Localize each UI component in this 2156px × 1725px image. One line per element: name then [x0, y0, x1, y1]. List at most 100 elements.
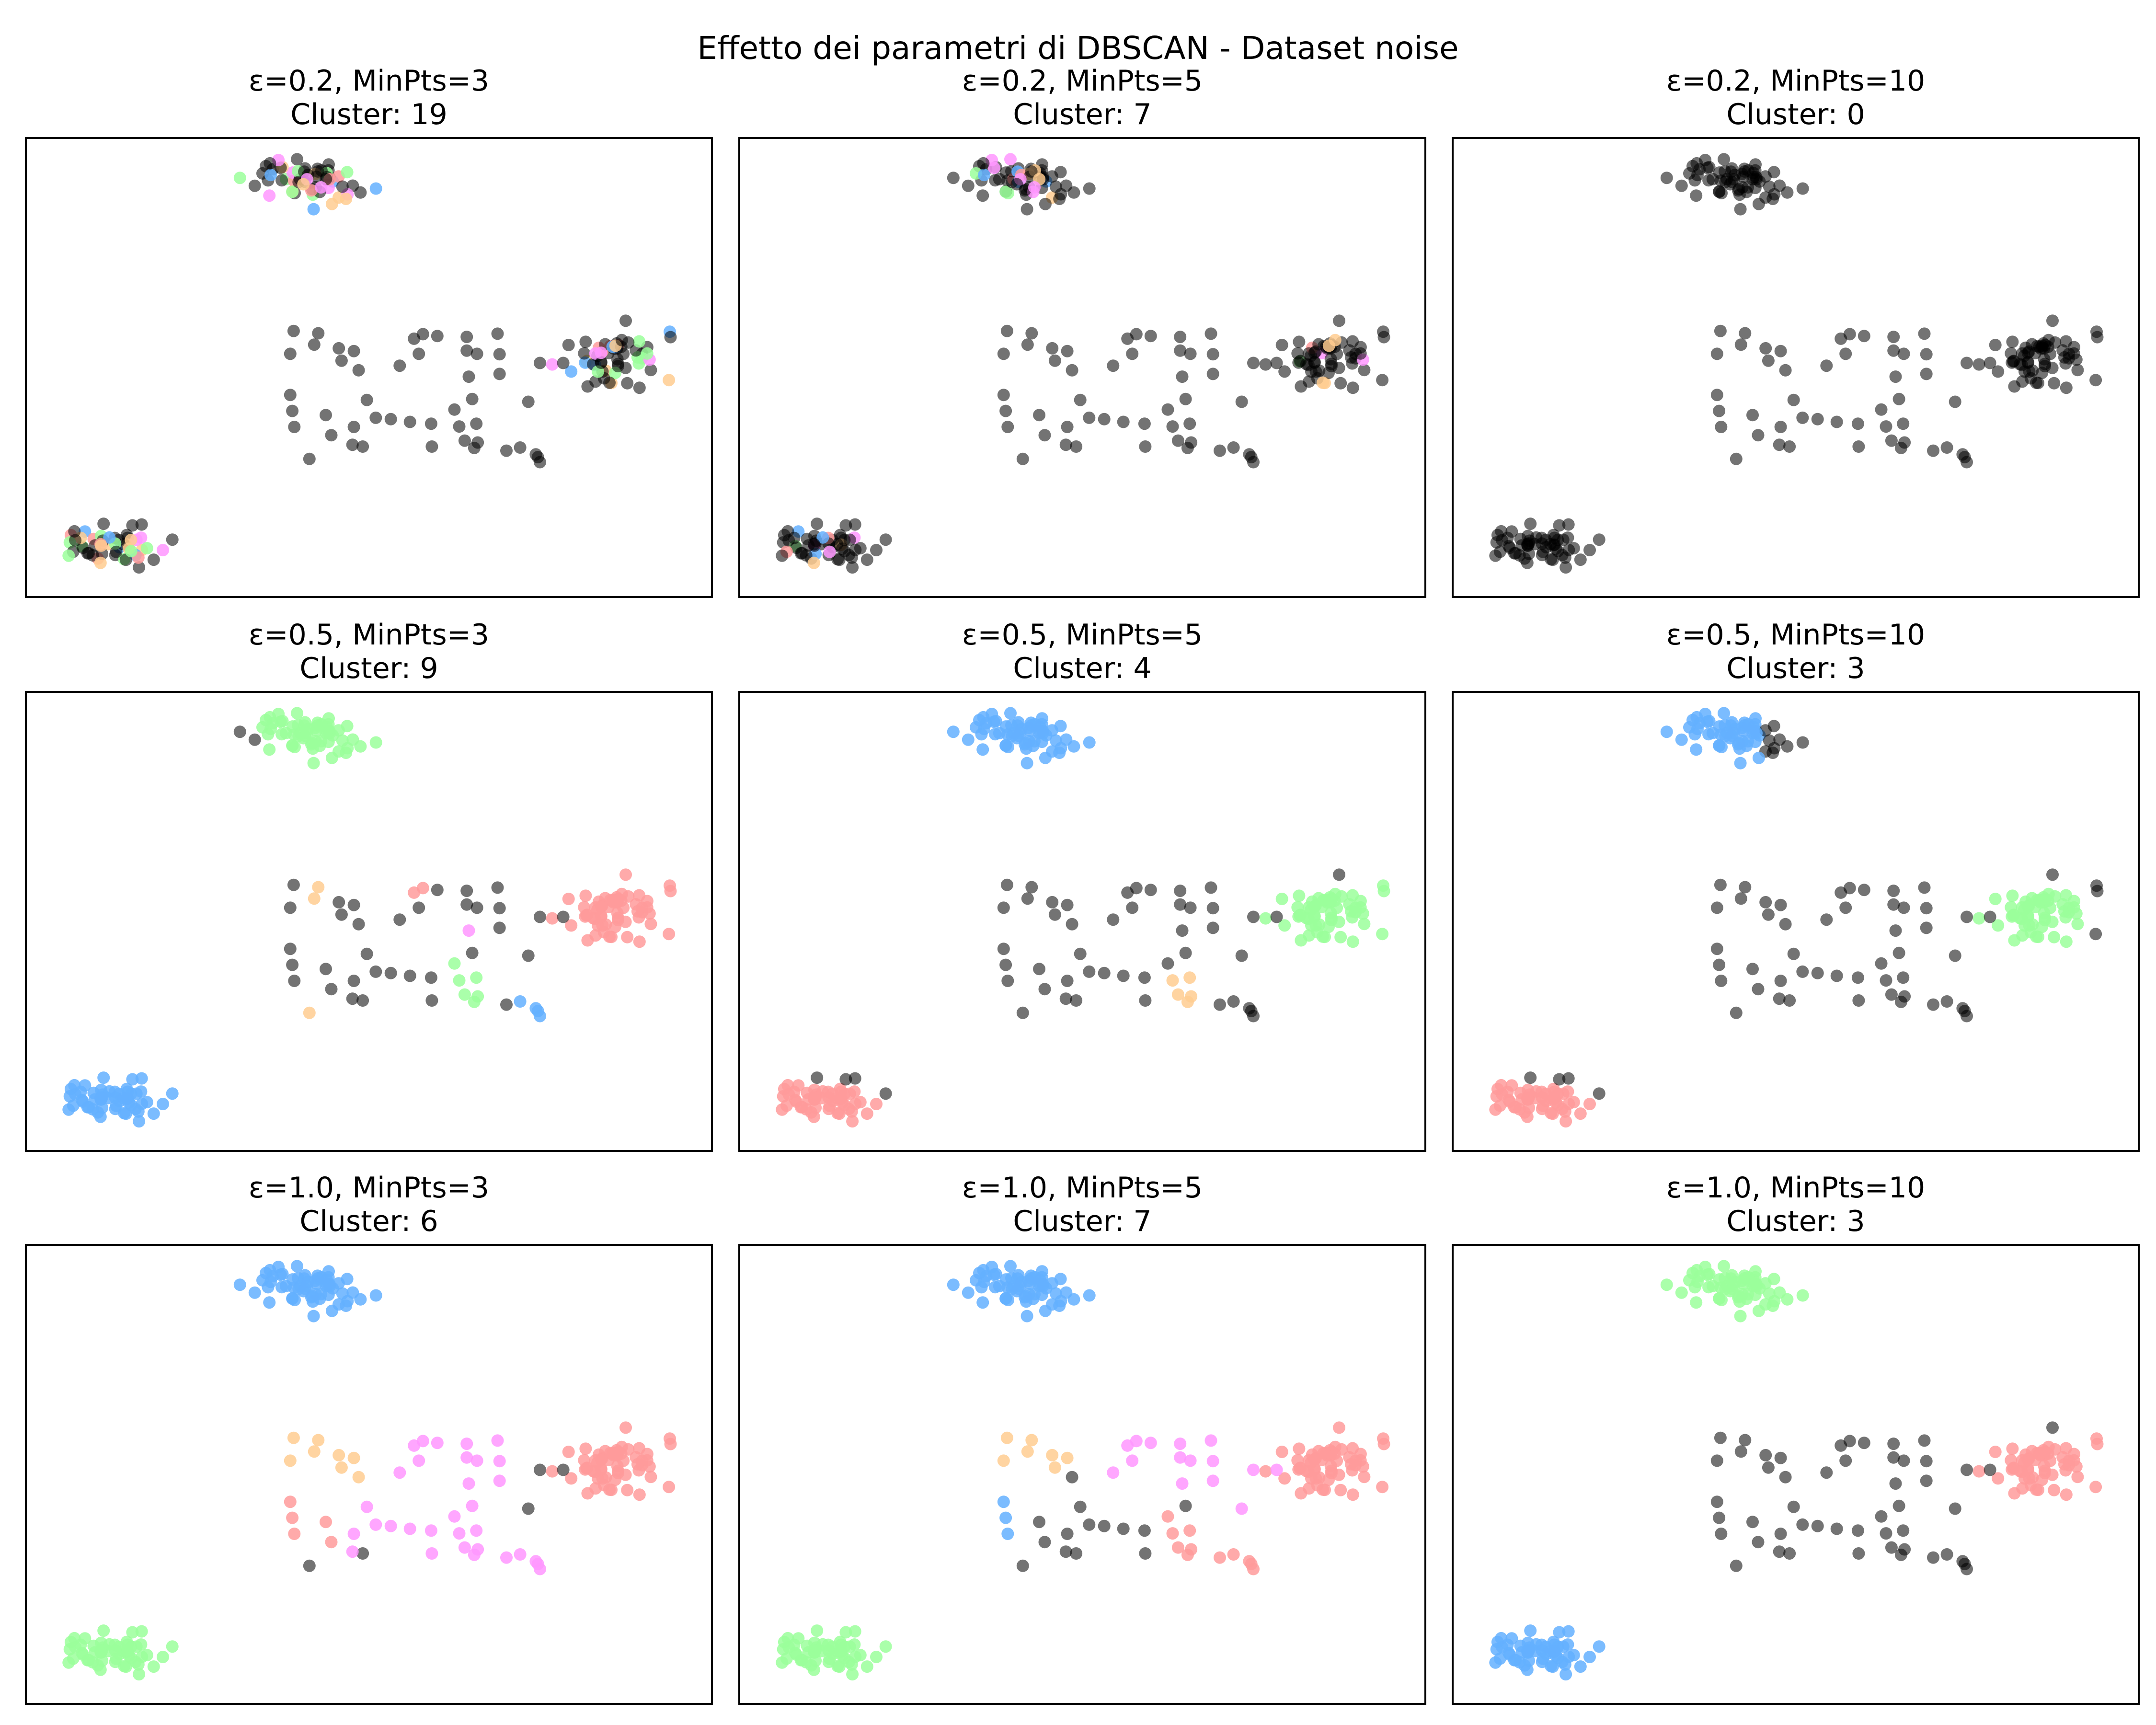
noise-point [470, 417, 483, 430]
cluster-point [1243, 1555, 1256, 1568]
cluster-point [565, 919, 578, 932]
noise-point [431, 330, 444, 343]
cluster-point [1690, 711, 1703, 724]
noise-point [1992, 365, 2005, 378]
cluster-point [341, 720, 354, 733]
noise-point [1927, 1551, 1939, 1564]
cluster-point [1376, 928, 1389, 941]
cluster-point [1583, 1651, 1596, 1663]
noise-point [1714, 1431, 1727, 1444]
noise-point [2038, 360, 2051, 373]
noise-point [126, 519, 139, 532]
cluster-point [354, 740, 367, 753]
noise-point [384, 966, 397, 979]
noise-point [1181, 441, 1194, 454]
cluster-point [2067, 901, 2080, 914]
cluster-point [470, 1524, 483, 1537]
noise-point [1130, 882, 1143, 895]
noise-point [1920, 1474, 1933, 1487]
noise-point [1783, 994, 1796, 1007]
noise-point [1593, 533, 1606, 546]
cluster-point [1989, 1446, 2002, 1458]
noise-point [1852, 440, 1865, 453]
noise-point [1690, 157, 1703, 170]
cluster-point [335, 1461, 348, 1474]
noise-point [1083, 965, 1096, 978]
cluster-point [1660, 1278, 1673, 1291]
cluster-point [978, 1276, 990, 1288]
panel-title: ε=1.0, MinPts=3 [248, 1171, 490, 1205]
cluster-point [1067, 740, 1080, 753]
cluster-point [1489, 1656, 1502, 1669]
cluster-point [664, 885, 677, 897]
cluster-point [1206, 1455, 1219, 1468]
noise-point [1897, 347, 1910, 360]
noise-point [1927, 998, 1939, 1011]
cluster-point [1001, 1528, 1014, 1540]
noise-point [1308, 346, 1321, 359]
noise-point [1713, 404, 1726, 417]
noise-point [1851, 417, 1864, 430]
noise-point [1560, 561, 1572, 574]
noise-point [1066, 364, 1078, 377]
cluster-point [94, 1110, 107, 1123]
noise-point [1918, 881, 1931, 894]
noise-point [1843, 1435, 1856, 1448]
noise-point [989, 174, 1002, 187]
cluster-point [1333, 1421, 1345, 1434]
cluster-point [595, 910, 608, 923]
cluster-point [1334, 931, 1347, 943]
cluster-point [1329, 887, 1342, 900]
noise-point [286, 404, 299, 417]
noise-point [1259, 358, 1272, 371]
noise-point [416, 328, 429, 341]
noise-point [1830, 415, 1843, 428]
noise-point [248, 733, 261, 746]
noise-point [1183, 417, 1196, 430]
cluster-point [619, 1421, 632, 1434]
cluster-point [347, 1451, 360, 1464]
noise-point [997, 389, 1010, 402]
noise-point [275, 174, 288, 187]
noise-point [2089, 928, 2102, 941]
noise-point [97, 518, 110, 530]
noise-point [325, 983, 338, 996]
cluster-point [94, 1093, 107, 1106]
noise-point [1117, 415, 1130, 428]
cluster-point [1166, 974, 1179, 987]
cluster-point [2008, 1487, 2021, 1500]
noise-point [1796, 965, 1809, 978]
noise-point [1820, 913, 1833, 926]
cluster-point [325, 1304, 338, 1317]
cluster-point [1004, 1260, 1017, 1273]
cluster-point [275, 1281, 288, 1294]
noise-point [1734, 338, 1747, 351]
noise-point [1710, 901, 1723, 914]
noise-point [1016, 1006, 1029, 1019]
cluster-point [619, 868, 632, 881]
cluster-point [1742, 1288, 1754, 1300]
cluster-point [2006, 889, 2019, 902]
noise-point [1048, 354, 1061, 367]
noise-point [1016, 1559, 1029, 1572]
cluster-point [424, 1524, 437, 1537]
cluster-point [581, 1487, 594, 1500]
cluster-point [2042, 1440, 2055, 1453]
noise-point [1130, 328, 1143, 341]
cluster-point [453, 1527, 466, 1540]
noise-point [1783, 1547, 1796, 1560]
noise-point [1892, 946, 1905, 959]
noise-point [1920, 1455, 1933, 1468]
noise-point [1710, 943, 1723, 955]
cluster-point [1291, 1454, 1304, 1467]
cluster-point [1521, 1110, 1534, 1123]
noise-point [1010, 178, 1023, 191]
noise-point [1016, 452, 1029, 465]
noise-point [1820, 1466, 1833, 1479]
cluster-point [1270, 1463, 1283, 1476]
cluster-point [962, 733, 975, 746]
cluster-point [1508, 1101, 1521, 1114]
noise-point [1184, 347, 1197, 360]
noise-point [581, 380, 594, 393]
noise-point [1887, 1451, 1900, 1464]
